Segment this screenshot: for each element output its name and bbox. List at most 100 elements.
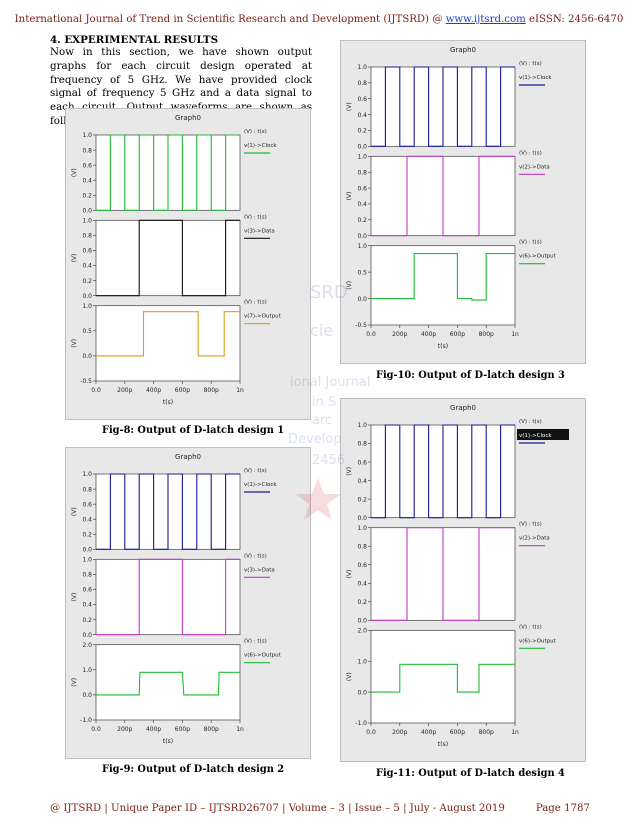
y-tick-label: 0.8 [82,486,92,493]
x-tick-label: 0.0 [91,387,101,394]
y-tick-label: 0.5 [82,328,92,335]
y-tick-label: 1.0 [82,667,92,674]
y-axis-unit: (V) [71,254,78,263]
y-tick-label: 0.4 [357,112,367,119]
watermark-line: Develop [288,432,342,447]
y-tick-label: 1.0 [82,557,92,564]
legend-label: v(6)->Output [519,638,557,644]
chart-svg: Graph0 1.0 0.8 0.6 0.4 0.2 0.0 (V) (V) : t(s) v(1… [71,453,282,745]
legend-label: v(1)->Clock [244,482,277,488]
legend-label: v(2)->Data [519,536,550,542]
series-line [96,311,240,357]
x-tick-label: 800p [479,331,494,338]
x-tick-label: 1n [236,387,244,394]
journal-name: International Journal of Trend in Scient… [14,14,446,25]
legend-label: v(2)->Data [519,164,550,170]
series-line [96,219,240,297]
y-tick-label: 0.8 [357,543,367,550]
legend-label: v(1)->Clock [244,143,277,149]
x-axis-label: t(s) [438,343,448,350]
panel-axis-label: (V) : t(s) [244,129,267,135]
plot-panel [95,558,241,636]
y-tick-label: 0.6 [357,562,367,569]
y-tick-label: 0.0 [82,353,92,360]
x-tick-label: 800p [479,729,494,736]
watermark-line: arc [312,413,332,428]
chart-svg: Graph0 1.0 0.8 0.6 0.4 0.2 0.0 (V) (V) : t(s) v(1… [71,114,282,406]
chart-title: Graph0 [175,114,201,122]
x-tick-label: 400p [421,729,436,736]
legend-label: v(7)->Output [244,314,282,320]
plot-panel [95,644,241,721]
x-tick-label: 400p [421,331,436,338]
y-tick-label: -0.5 [355,322,367,329]
series-line [371,663,515,693]
y-tick-label: 1.0 [82,303,92,310]
x-tick-label: 0.0 [366,331,376,338]
y-tick-label: 1.0 [82,471,92,478]
chart-title: Graph0 [450,404,476,412]
y-axis-unit: (V) [71,168,78,177]
panel-axis-label: (V) : t(s) [244,639,267,645]
y-tick-label: 1.0 [82,132,92,139]
y-tick-label: 0.0 [357,144,367,151]
x-tick-label: 0.0 [366,729,376,736]
y-tick-label: 0.0 [357,296,367,303]
y-tick-label: -1.0 [355,720,367,727]
series-line [371,527,515,621]
y-tick-label: 0.8 [357,169,367,176]
x-axis-label: t(s) [163,399,173,406]
y-tick-label: 0.0 [357,515,367,522]
x-tick-label: 1n [511,331,519,338]
y-tick-label: 0.0 [82,547,92,554]
panel-axis-label: (V) : t(s) [244,468,267,474]
y-tick-label: 0.2 [357,599,367,606]
plot-panel [370,629,516,724]
panel-axis-label: (V) : t(s) [519,240,542,246]
plot-panel [95,305,241,382]
y-tick-label: 0.0 [82,692,92,699]
legend-label: v(6)->Output [519,254,557,260]
x-axis-label: t(s) [438,741,448,748]
y-tick-label: 1.0 [357,154,367,161]
panel-axis-label: (V) : t(s) [519,61,542,67]
chart-svg: Graph0 1.0 0.8 0.6 0.4 0.2 0.0 (V) (V) : t(s) v(1… [346,404,569,748]
figure-8-graph: Graph0 1.0 0.8 0.6 0.4 0.2 0.0 (V) (V) : t(s) v(1… [65,108,311,420]
x-axis-label: t(s) [163,738,173,745]
legend-label: v(3)->Data [244,567,275,573]
legend-label: v(6)->Output [244,653,282,659]
footer-info: @ IJTSRD | Unique Paper ID – IJTSRD26707… [50,803,505,814]
panel-axis-label: (V) : t(s) [519,419,542,425]
y-tick-label: 0.6 [357,459,367,466]
panel-axis-label: (V) : t(s) [519,624,542,630]
legend-highlight [517,429,569,440]
y-tick-label: 1.0 [357,525,367,532]
y-tick-label: 0.4 [357,478,367,485]
y-tick-label: 0.2 [82,278,92,285]
y-tick-label: 1.0 [357,658,367,665]
series-line [96,473,240,550]
x-tick-label: 1n [236,726,244,733]
figure-8-caption: Fig-8: Output of D-latch design 1 [102,425,285,436]
y-tick-label: 0.6 [82,587,92,594]
y-tick-label: 0.2 [82,531,92,538]
section-heading: 4. EXPERIMENTAL RESULTS [50,34,219,46]
legend-label: v(3)->Data [244,228,275,234]
journal-url-link[interactable]: www.ijtsrd.com [445,14,526,25]
x-tick-label: 400p [146,726,161,733]
x-tick-label: 600p [175,726,190,733]
y-tick-label: 1.0 [357,243,367,250]
panel-axis-label: (V) : t(s) [244,553,267,559]
panel-axis-label: (V) : t(s) [244,300,267,306]
y-tick-label: 0.8 [82,147,92,154]
x-tick-label: 600p [450,729,465,736]
panel-axis-label: (V) : t(s) [519,522,542,528]
series-line [371,66,515,147]
page-footer: @ IJTSRD | Unique Paper ID – IJTSRD26707… [50,803,590,814]
x-tick-label: 0.0 [91,726,101,733]
panel-axis-label: (V) : t(s) [519,150,542,156]
y-tick-label: 0.0 [357,689,367,696]
chart-title: Graph0 [450,46,476,54]
y-tick-label: 0.8 [357,80,367,87]
